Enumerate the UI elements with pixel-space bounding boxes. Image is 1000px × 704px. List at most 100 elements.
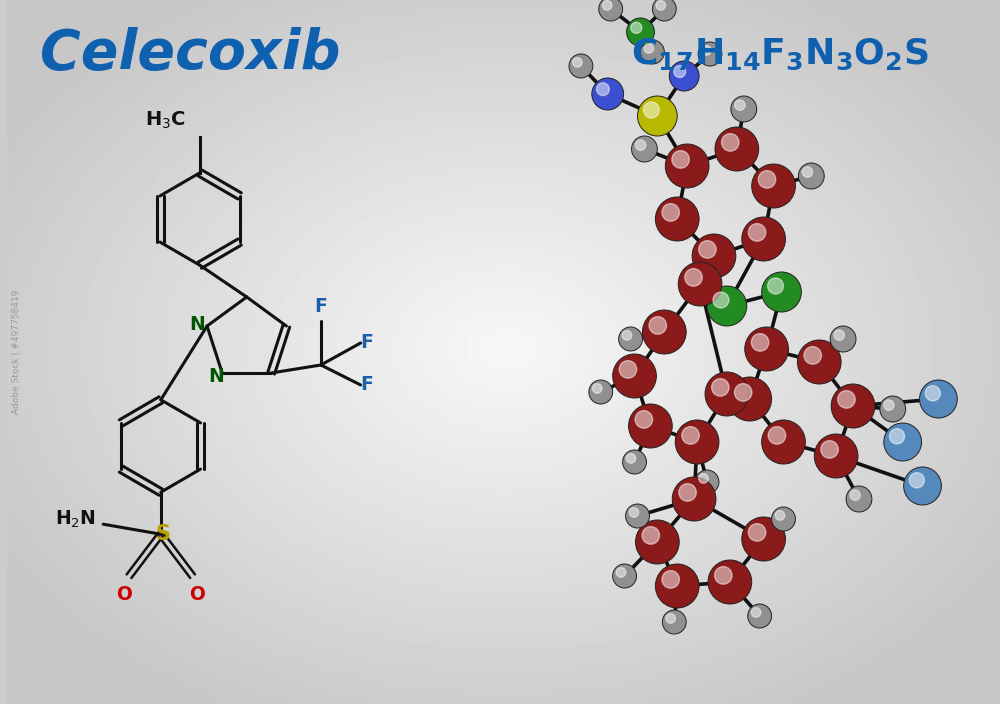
Circle shape xyxy=(916,479,936,500)
Circle shape xyxy=(695,470,719,494)
Circle shape xyxy=(884,423,922,461)
Circle shape xyxy=(636,520,679,564)
Circle shape xyxy=(768,427,786,444)
Circle shape xyxy=(758,170,776,188)
Circle shape xyxy=(629,404,672,448)
Circle shape xyxy=(755,612,768,624)
Circle shape xyxy=(638,96,677,136)
Circle shape xyxy=(742,517,785,561)
Text: N: N xyxy=(208,367,224,386)
Circle shape xyxy=(762,420,805,464)
Circle shape xyxy=(649,317,667,334)
Circle shape xyxy=(692,234,736,278)
Circle shape xyxy=(798,163,824,189)
Circle shape xyxy=(619,327,642,351)
Circle shape xyxy=(602,1,612,10)
Circle shape xyxy=(592,78,624,110)
Text: $\mathdefault{C_{17}H_{14}F_3N_3O_2S}$: $\mathdefault{C_{17}H_{14}F_3N_3O_2S}$ xyxy=(631,37,928,72)
Circle shape xyxy=(762,272,801,312)
Circle shape xyxy=(660,4,673,18)
Circle shape xyxy=(635,410,653,428)
Circle shape xyxy=(606,4,619,18)
Circle shape xyxy=(845,398,869,422)
Circle shape xyxy=(682,427,699,444)
Circle shape xyxy=(674,65,686,77)
Circle shape xyxy=(854,494,868,508)
Circle shape xyxy=(643,102,659,118)
Circle shape xyxy=(756,531,780,555)
Circle shape xyxy=(596,388,609,401)
Circle shape xyxy=(622,331,632,340)
Circle shape xyxy=(650,108,672,131)
Circle shape xyxy=(569,54,593,78)
Circle shape xyxy=(672,477,716,521)
Circle shape xyxy=(630,458,643,471)
Circle shape xyxy=(884,400,894,410)
Circle shape xyxy=(672,151,689,168)
Text: F: F xyxy=(360,375,373,394)
Circle shape xyxy=(742,391,766,415)
Circle shape xyxy=(802,167,813,177)
Circle shape xyxy=(742,217,785,261)
Circle shape xyxy=(751,334,769,351)
Circle shape xyxy=(666,614,675,623)
Circle shape xyxy=(705,372,749,416)
Circle shape xyxy=(613,564,637,588)
Circle shape xyxy=(719,386,743,410)
Circle shape xyxy=(623,450,646,474)
Circle shape xyxy=(896,435,916,456)
Circle shape xyxy=(633,512,646,524)
Circle shape xyxy=(707,286,747,326)
Circle shape xyxy=(648,48,661,61)
Circle shape xyxy=(620,572,633,585)
Text: N: N xyxy=(189,315,205,334)
Circle shape xyxy=(797,340,841,384)
Circle shape xyxy=(642,310,686,354)
Text: S: S xyxy=(155,524,170,544)
Circle shape xyxy=(850,490,860,501)
Circle shape xyxy=(768,278,783,294)
Circle shape xyxy=(765,178,790,202)
Circle shape xyxy=(642,527,660,544)
Circle shape xyxy=(702,46,711,55)
Circle shape xyxy=(626,453,636,463)
Circle shape xyxy=(715,127,759,171)
Circle shape xyxy=(656,1,666,10)
Circle shape xyxy=(689,434,713,458)
Circle shape xyxy=(745,327,788,371)
Circle shape xyxy=(626,334,639,348)
Circle shape xyxy=(665,144,709,188)
Circle shape xyxy=(635,140,646,150)
Circle shape xyxy=(662,203,679,221)
Circle shape xyxy=(685,269,702,287)
Circle shape xyxy=(627,18,654,46)
Circle shape xyxy=(670,617,683,631)
Circle shape xyxy=(830,326,856,352)
Circle shape xyxy=(699,474,708,483)
Circle shape xyxy=(772,507,795,531)
Circle shape xyxy=(703,477,716,491)
Circle shape xyxy=(751,608,761,617)
Circle shape xyxy=(752,164,795,208)
Circle shape xyxy=(626,368,650,392)
Circle shape xyxy=(722,574,746,598)
Circle shape xyxy=(698,42,722,66)
Circle shape xyxy=(739,104,753,118)
Circle shape xyxy=(613,354,656,398)
Circle shape xyxy=(775,434,799,458)
Circle shape xyxy=(731,96,757,122)
Circle shape xyxy=(804,346,821,364)
Circle shape xyxy=(838,391,855,408)
Text: H$_3$C: H$_3$C xyxy=(145,110,185,132)
Circle shape xyxy=(640,40,664,64)
Text: O: O xyxy=(190,585,205,604)
Circle shape xyxy=(889,429,905,444)
Circle shape xyxy=(779,515,792,528)
Circle shape xyxy=(669,211,693,235)
Circle shape xyxy=(602,88,619,106)
Circle shape xyxy=(662,571,679,589)
Circle shape xyxy=(589,380,613,404)
Circle shape xyxy=(573,58,582,67)
Circle shape xyxy=(831,384,875,428)
Circle shape xyxy=(722,134,739,151)
